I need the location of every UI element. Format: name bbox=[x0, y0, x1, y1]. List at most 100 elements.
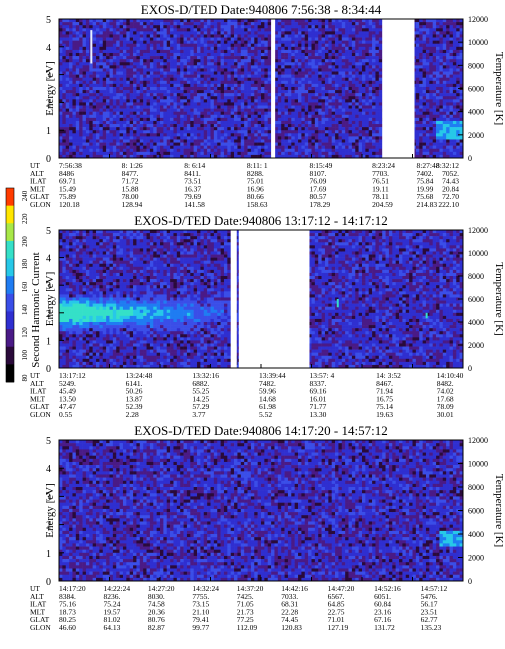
orbit-cell: 13.50 bbox=[59, 394, 76, 403]
colorbar-segment bbox=[6, 223, 14, 242]
y-tick-label: 4 bbox=[46, 464, 51, 475]
orbit-cell: 128.94 bbox=[122, 200, 143, 209]
orbit-cell: 19.11 bbox=[372, 184, 389, 193]
orbit-row-label: MLT bbox=[30, 394, 46, 403]
y2-tick-label: 10000 bbox=[468, 249, 488, 258]
y-tick-label: 3 bbox=[46, 492, 51, 503]
spectrogram-panel-3: EXOS-D/TED Date:940806 14:17:20 - 14:57:… bbox=[30, 423, 505, 632]
y-axis-label: Energy [eV] bbox=[44, 61, 56, 115]
y2-tick-label: 4000 bbox=[468, 318, 484, 327]
colorbar-tick-label: 160 bbox=[21, 281, 29, 292]
y2-tick-label: 2000 bbox=[468, 131, 484, 140]
orbit-cell: 20.84 bbox=[442, 184, 459, 193]
orbit-cell: 14:32:24 bbox=[192, 584, 219, 593]
orbit-row-label: GLON bbox=[30, 623, 51, 632]
y2-axis-label: Temperature [K] bbox=[493, 474, 505, 547]
orbit-row-label: GLAT bbox=[30, 615, 50, 624]
orbit-cell: 55.25 bbox=[192, 387, 209, 396]
orbit-row-label: UT bbox=[30, 161, 40, 170]
orbit-cell: 76.51 bbox=[372, 177, 389, 186]
colorbar-segment bbox=[6, 188, 14, 207]
data-streak bbox=[425, 312, 428, 319]
data-streak bbox=[336, 299, 339, 308]
colorbar-segment bbox=[6, 311, 14, 330]
orbit-cell: 18.73 bbox=[59, 607, 76, 616]
orbit-cell: 13.30 bbox=[309, 410, 326, 419]
colorbar-segment bbox=[6, 329, 14, 348]
orbit-cell: 8:32:12 bbox=[436, 161, 459, 170]
orbit-cell: 16.37 bbox=[184, 184, 201, 193]
orbit-cell: 8:23:24 bbox=[372, 161, 395, 170]
orbit-row-label: GLAT bbox=[30, 402, 50, 411]
orbit-cell: 158.63 bbox=[247, 200, 268, 209]
orbit-cell: 21.10 bbox=[192, 607, 209, 616]
y2-tick-label: 8000 bbox=[468, 272, 484, 281]
y-tick-label: 2 bbox=[46, 98, 51, 109]
orbit-cell: 73.15 bbox=[192, 600, 209, 609]
orbit-cell: 75.14 bbox=[376, 402, 393, 411]
orbit-cell: 79.41 bbox=[192, 615, 209, 624]
orbit-cell: 19.63 bbox=[376, 410, 393, 419]
orbit-row-label: UT bbox=[30, 584, 40, 593]
orbit-cell: 8:15:49 bbox=[309, 161, 332, 170]
orbit-cell: 5249. bbox=[59, 379, 76, 388]
orbit-cell: 15.49 bbox=[59, 184, 76, 193]
orbit-cell: 79.69 bbox=[184, 192, 201, 201]
orbit-cell: 64.85 bbox=[328, 600, 345, 609]
orbit-cell: 67.16 bbox=[374, 615, 391, 624]
orbit-cell: 5.52 bbox=[259, 410, 272, 419]
orbit-cell: 76.09 bbox=[309, 177, 326, 186]
orbit-cell: 75.84 bbox=[417, 177, 434, 186]
orbit-cell: 71.94 bbox=[376, 387, 393, 396]
orbit-cell: 72.70 bbox=[442, 192, 459, 201]
orbit-cell: 78.00 bbox=[122, 192, 139, 201]
y-tick-label: 1 bbox=[46, 549, 51, 560]
colorbar-segment bbox=[6, 346, 14, 365]
orbit-cell: 75.24 bbox=[103, 600, 120, 609]
orbit-cell: 13:17:12 bbox=[59, 371, 86, 380]
y-tick-label: 1 bbox=[46, 126, 51, 137]
orbit-cell: 69.16 bbox=[309, 387, 326, 396]
y2-tick-label: 4000 bbox=[468, 108, 484, 117]
y2-tick-label: 2000 bbox=[468, 341, 484, 350]
orbit-cell: 99.77 bbox=[192, 623, 209, 632]
orbit-cell: 14:42:16 bbox=[281, 584, 308, 593]
y2-tick-label: 2000 bbox=[468, 554, 484, 563]
orbit-cell: 82.87 bbox=[148, 623, 165, 632]
y2-tick-label: 12000 bbox=[468, 226, 488, 235]
orbit-cell: 47.47 bbox=[59, 402, 76, 411]
colorbar-tick-label: 80 bbox=[21, 374, 29, 382]
orbit-cell: 75.68 bbox=[417, 192, 434, 201]
orbit-cell: 62.77 bbox=[421, 615, 438, 624]
y-tick-label: 5 bbox=[46, 15, 51, 26]
orbit-cell: 8477. bbox=[122, 169, 139, 178]
orbit-cell: 14:57:12 bbox=[421, 584, 448, 593]
colorbar-tick-label: 180 bbox=[21, 259, 29, 270]
data-gap bbox=[230, 230, 237, 368]
orbit-cell: 59.96 bbox=[259, 387, 276, 396]
orbit-cell: 135.23 bbox=[421, 623, 442, 632]
orbit-cell: 8:11: 1 bbox=[247, 161, 268, 170]
orbit-row-label: ILAT bbox=[30, 387, 47, 396]
orbit-cell: 7755. bbox=[192, 592, 209, 601]
orbit-cell: 2.28 bbox=[126, 410, 139, 419]
orbit-cell: 7033. bbox=[281, 592, 298, 601]
orbit-cell: 6051. bbox=[374, 592, 391, 601]
data-gap bbox=[382, 19, 415, 158]
y2-tick-label: 12000 bbox=[468, 436, 488, 445]
orbit-cell: 71.77 bbox=[309, 402, 326, 411]
orbit-cell: 52.39 bbox=[126, 402, 143, 411]
orbit-cell: 7052. bbox=[442, 169, 459, 178]
orbit-cell: 8337. bbox=[309, 379, 326, 388]
colorbar-tick-label: 220 bbox=[21, 213, 29, 224]
heatmap-cells bbox=[59, 230, 464, 369]
orbit-cell: 8:27:48 bbox=[417, 161, 440, 170]
colorbar-tick-label: 240 bbox=[21, 190, 29, 201]
orbit-cell: 75.01 bbox=[247, 177, 264, 186]
orbit-cell: 17.69 bbox=[309, 184, 326, 193]
spectrogram-panel-2: EXOS-D/TED Date:940806 13:17:12 - 14:17:… bbox=[30, 213, 505, 419]
y2-axis-label: Temperature [K] bbox=[493, 52, 505, 125]
orbit-table: UTALTILATMLTGLATGLON13:17:125249.45.4913… bbox=[30, 371, 464, 419]
